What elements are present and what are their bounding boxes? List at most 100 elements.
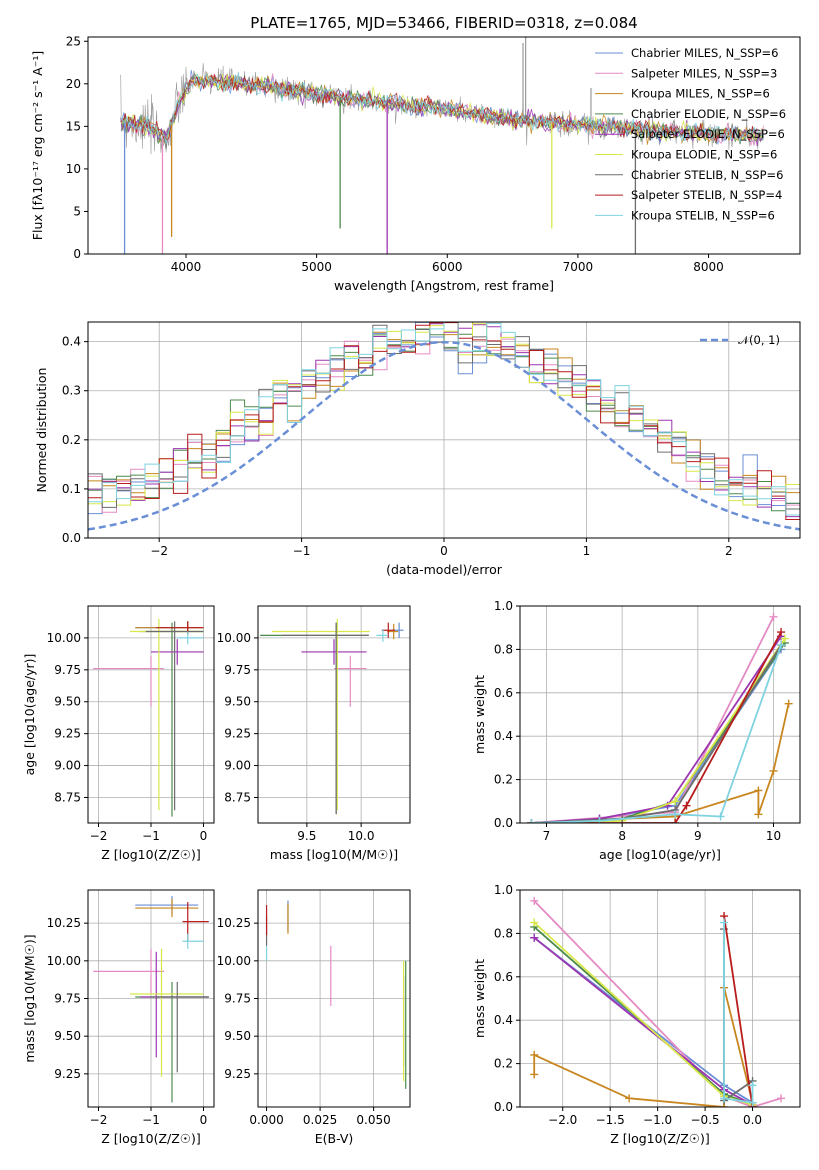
tick-label-y: 0.1 [62, 482, 81, 496]
panel-mass_weight_vs_Z: −2.0 −1.5 −1.0 −0.5 0.0 0.0 0.2 0.4 0.6 0.8 1.0 Z [… [472, 883, 801, 1146]
tick-label-x: −2.0 [548, 1113, 577, 1127]
tick-label-y: 0.0 [494, 816, 513, 830]
tick-label-y: 25 [66, 34, 81, 48]
tick-label-x: 10.0 [348, 829, 375, 843]
tick-label-x: 8 [618, 829, 626, 843]
tick-label-x: −2 [90, 1113, 108, 1127]
plot-area [88, 322, 800, 531]
data-point [769, 766, 778, 775]
data-point [671, 810, 680, 819]
y-axis-label: mass [log10(M/M☉)] [22, 934, 37, 1062]
data-point [530, 933, 539, 942]
panel-age_vs_Z: −2 −1 0 8.75 9.00 9.25 9.50 9.75 10.00 Z [log10(Z… [22, 605, 215, 862]
tick-label-x: −1.5 [596, 1113, 625, 1127]
panel-age_vs_mass: 9.5 10.0 8.75 9.00 9.25 9.50 9.75 10.00 mass [lo… [217, 605, 411, 862]
x-axis-label: (data-model)/error [386, 562, 503, 577]
plot-area [527, 612, 793, 823]
tick-label-x: −1 [142, 1113, 160, 1127]
panel-spectrum: 4000 5000 6000 7000 8000 0 5 10 15 20 25 wavelength… [30, 34, 801, 293]
tick-label-x: −2 [90, 829, 108, 843]
panel-residuals: −2 −1 0 1 2 0.0 0.1 0.2 0.3 0.4 (data-model)/error… [34, 321, 801, 577]
series-line [723, 915, 754, 1107]
tick-label-x: −0.5 [691, 1113, 720, 1127]
plot-area [93, 896, 209, 1103]
tick-label-x: 7 [543, 829, 551, 843]
axes-frame [519, 889, 801, 1108]
tick-label-y: 0.0 [494, 1100, 513, 1114]
data-point [777, 1094, 786, 1103]
x-axis-label: Z [log10(Z/Z☉)] [101, 847, 201, 862]
data-point [595, 816, 604, 823]
tick-label-y: 9.50 [224, 695, 251, 709]
axes-frame [257, 889, 411, 1108]
tick-label-y: 0.8 [494, 926, 513, 940]
tick-label-y: 9.75 [54, 992, 81, 1006]
tick-label-x: 9.5 [297, 829, 316, 843]
tick-label-y: 8.75 [224, 790, 251, 804]
tick-label-x: 0 [440, 544, 448, 558]
tick-label-y: 9.25 [54, 727, 81, 741]
plot-area [265, 900, 407, 1089]
tick-label-y: 0.4 [494, 729, 513, 743]
legend-entry: Chabrier MILES, N_SSP=6 [631, 46, 778, 60]
tick-label-y: 10.00 [47, 631, 81, 645]
data-point [530, 1050, 539, 1059]
tick-label-y: 0.8 [494, 642, 513, 656]
tick-label-y: 9.50 [54, 1029, 81, 1043]
legend-entry: Salpeter MILES, N_SSP=3 [631, 66, 777, 80]
tick-label-y: 0.2 [494, 773, 513, 787]
tick-label-x: 0 [200, 829, 208, 843]
legend-entry: Kroupa MILES, N_SSP=6 [631, 87, 770, 101]
series-line [723, 922, 754, 1104]
data-point [530, 896, 539, 905]
data-point [720, 918, 729, 927]
tick-label-y: 0.4 [62, 335, 81, 349]
normal-curve [88, 340, 800, 531]
tick-label-y: 0.3 [62, 384, 81, 398]
series-line [120, 73, 764, 150]
tick-label-y: 9.25 [224, 727, 251, 741]
tick-label-y: 0.4 [494, 1013, 513, 1027]
data-point [671, 797, 680, 806]
data-point [530, 1070, 539, 1079]
tick-label-y: 9.00 [224, 759, 251, 773]
data-point [754, 786, 763, 795]
y-axis-label: mass weight [472, 675, 487, 754]
axes-frame [87, 36, 801, 255]
tick-label-y: 0.6 [494, 970, 513, 984]
tick-label-x: −1 [142, 829, 160, 843]
tick-label-y: 15 [66, 119, 81, 133]
data-point [682, 801, 691, 810]
axes-frame [519, 605, 801, 824]
series-line [531, 637, 786, 823]
series-line [531, 644, 782, 823]
axes-frame [87, 605, 215, 824]
series-line [531, 644, 782, 823]
tick-label-y: 20 [66, 77, 81, 91]
x-axis-label: Z [log10(Z/Z☉)] [610, 1131, 710, 1146]
data-point [777, 628, 786, 637]
x-axis-label: age [log10(age/yr)] [599, 847, 721, 862]
tick-label-y: 8.75 [54, 790, 81, 804]
x-axis-label: E(B-V) [315, 1131, 354, 1146]
histogram-series [88, 322, 800, 513]
data-point [720, 1094, 729, 1103]
panel-mass_weight_vs_age: 7 8 9 10 0.0 0.2 0.4 0.6 0.8 1.0 age [log10(age/yr… [472, 599, 801, 862]
x-axis-label: Z [log10(Z/Z☉)] [101, 1131, 201, 1146]
legend-entry: 𝒩(0, 1) [738, 333, 780, 347]
tick-label-x: 7000 [563, 260, 594, 274]
tick-label-y: 10 [66, 162, 81, 176]
tick-label-y: 10.00 [217, 954, 251, 968]
x-axis-label: wavelength [Angstrom, rest frame] [334, 278, 554, 293]
tick-label-y: 1.0 [494, 883, 513, 897]
data-point [784, 699, 793, 708]
tick-label-x: 1 [583, 544, 591, 558]
legend-entry: Chabrier ELODIE, N_SSP=6 [631, 107, 786, 121]
data-point [748, 1081, 757, 1090]
panel-mass_vs_EBV: 0.000 0.025 0.050 9.25 9.50 9.75 10.00 10.25 E(B… [217, 889, 411, 1146]
axes-frame [87, 889, 215, 1108]
data-point [748, 1098, 757, 1107]
tick-label-y: 0.0 [62, 531, 81, 545]
tick-label-x: 6000 [432, 260, 463, 274]
